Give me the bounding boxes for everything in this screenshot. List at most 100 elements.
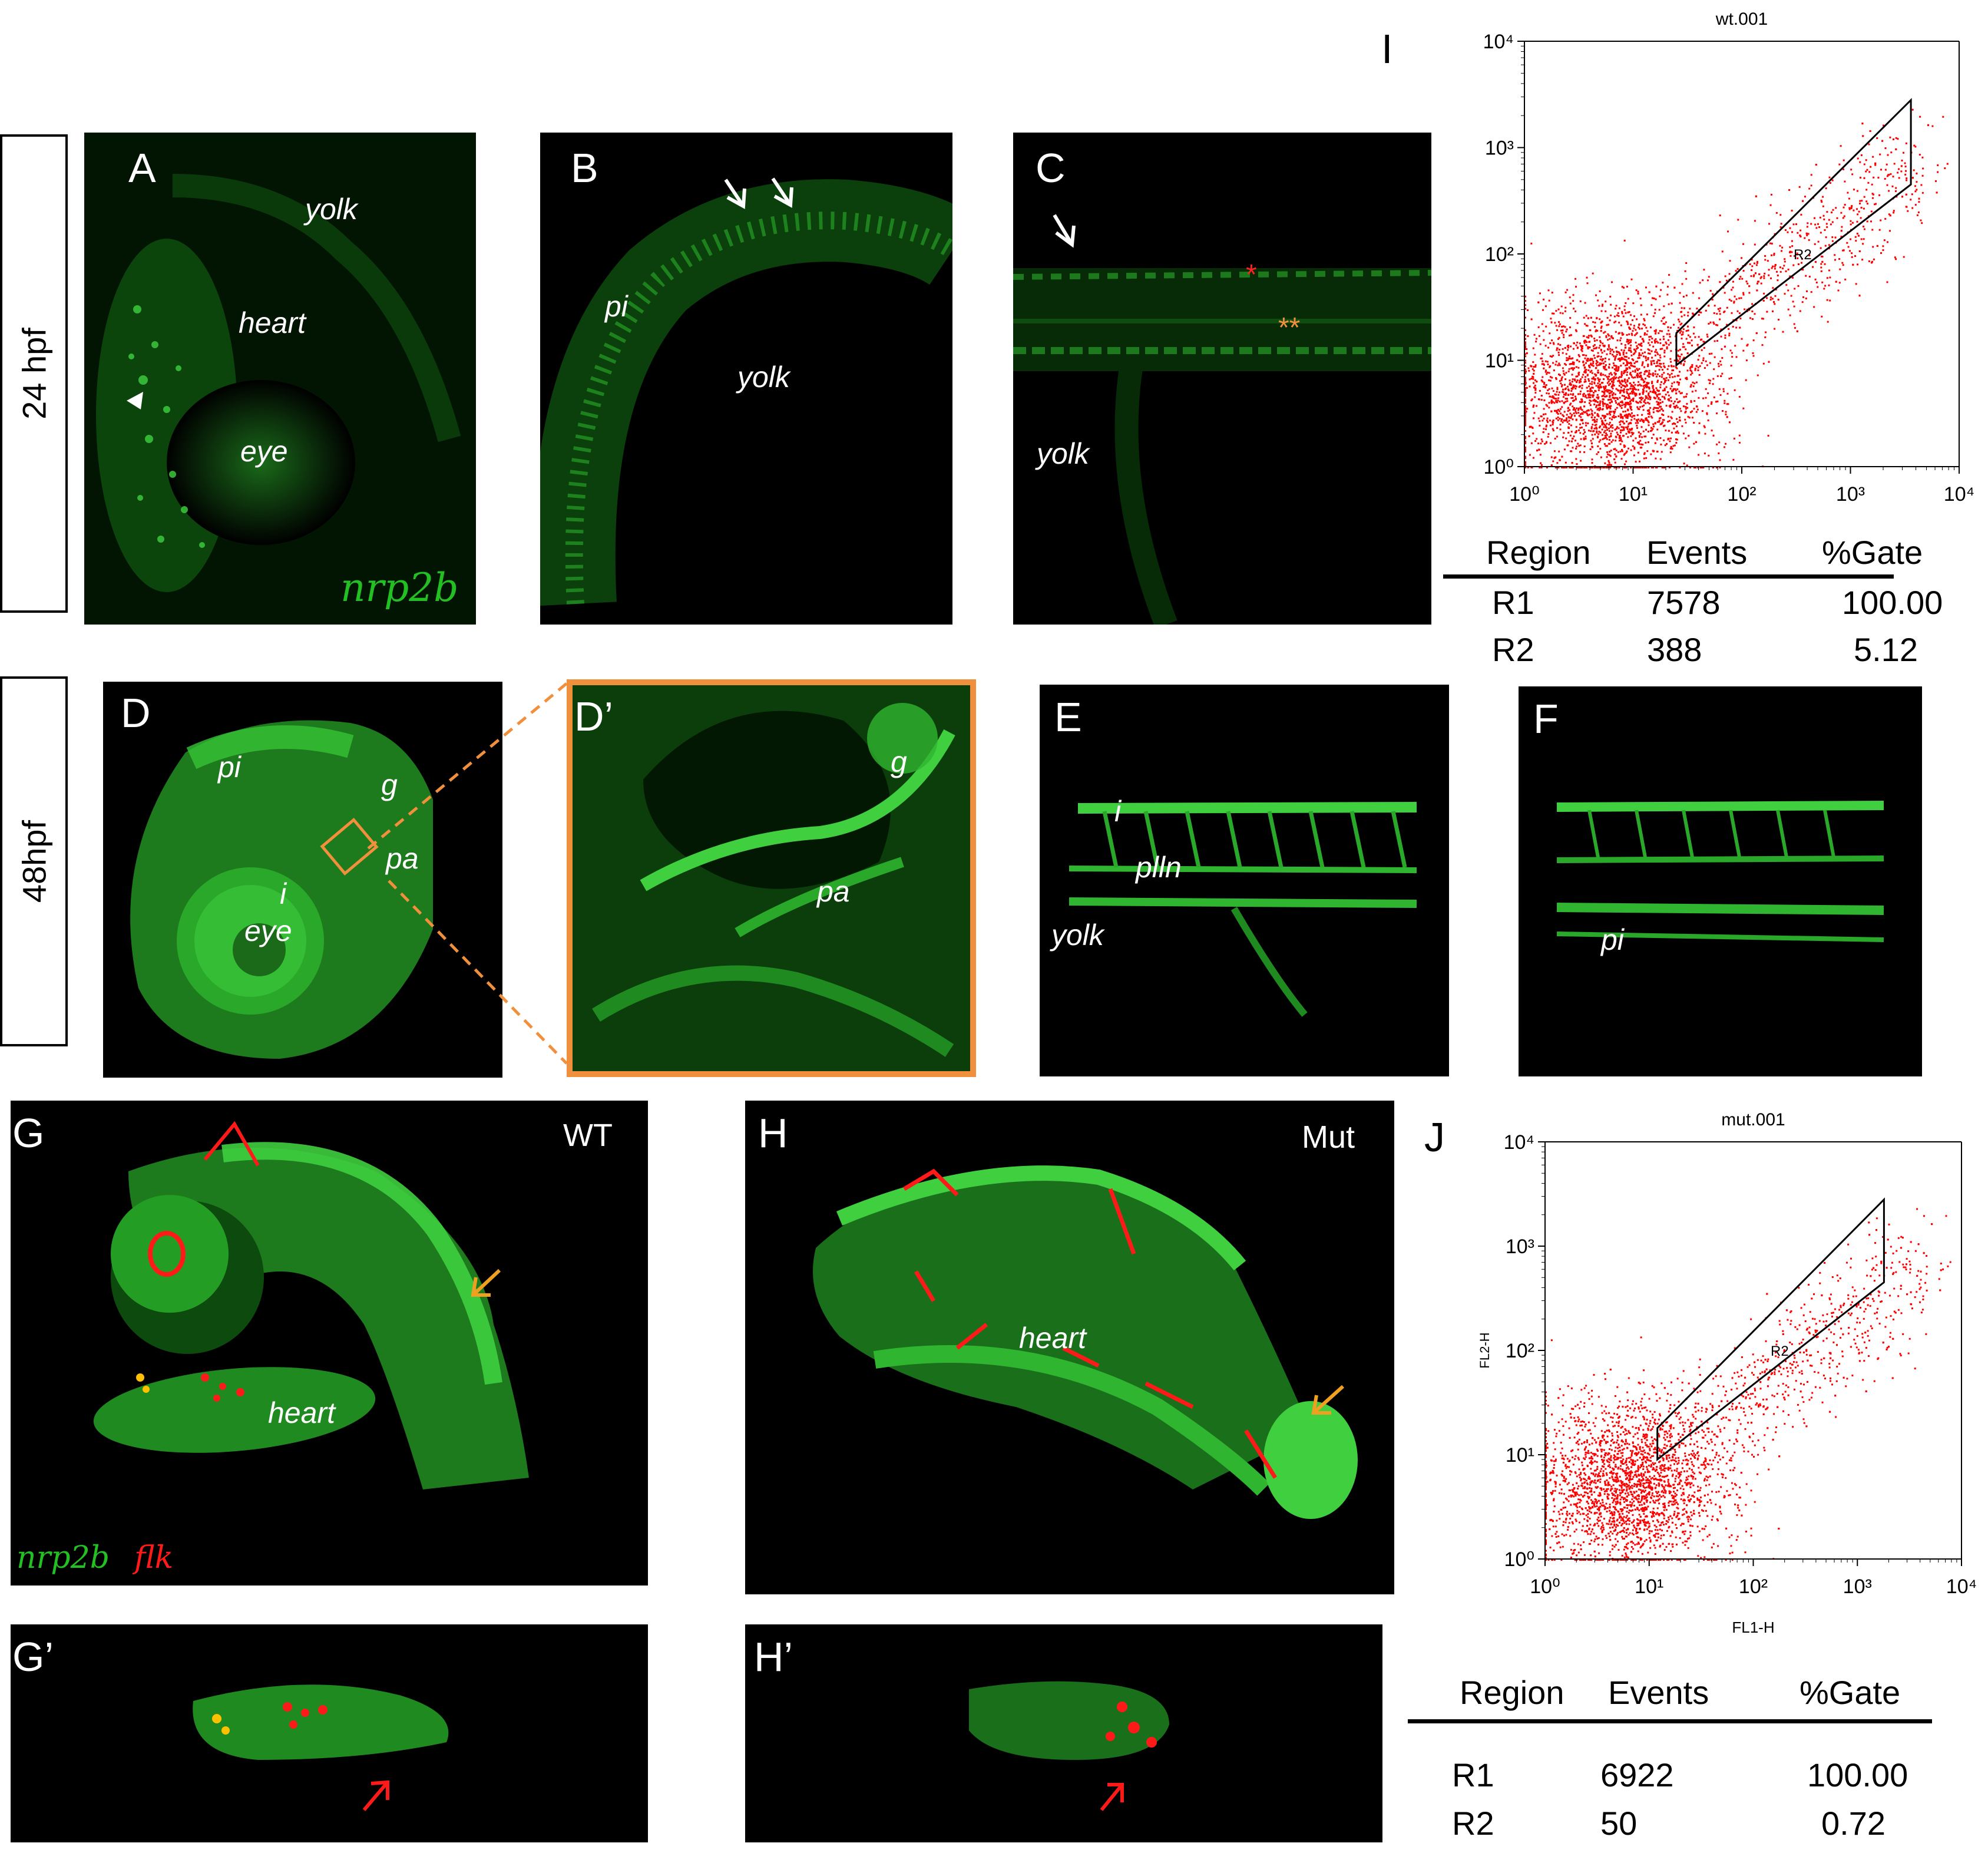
data-point [1533, 404, 1535, 407]
data-point [1651, 417, 1653, 419]
data-point [1694, 1454, 1696, 1456]
data-point [1621, 400, 1623, 402]
data-point [1718, 365, 1720, 368]
data-point [1524, 437, 1526, 439]
data-point [1887, 154, 1889, 156]
data-point [1563, 467, 1566, 468]
data-point [1639, 406, 1642, 408]
data-point [1628, 311, 1630, 313]
data-point [1636, 420, 1639, 422]
data-point [1633, 362, 1636, 364]
data-point [1653, 312, 1656, 314]
data-point [1772, 287, 1774, 289]
data-point [1632, 319, 1633, 321]
data-point [1588, 1457, 1590, 1459]
data-point [1761, 344, 1764, 346]
data-point [1628, 430, 1630, 432]
data-point [1651, 1492, 1653, 1494]
data-point [1680, 1498, 1682, 1501]
data-point [1638, 435, 1640, 437]
data-point [1622, 1441, 1624, 1443]
data-point [1620, 426, 1623, 428]
data-point [1580, 401, 1582, 404]
data-point [1659, 387, 1662, 388]
data-point [1893, 1271, 1895, 1274]
data-point [1615, 305, 1617, 307]
data-point [1541, 323, 1543, 325]
data-point [1649, 1501, 1652, 1504]
data-point [1524, 455, 1526, 458]
data-point [1524, 448, 1526, 450]
data-point [1663, 305, 1665, 308]
data-point [1597, 451, 1599, 453]
data-point [1533, 412, 1536, 414]
data-point [1779, 245, 1781, 247]
data-point [1581, 376, 1583, 378]
data-point [1752, 352, 1754, 354]
data-point [1564, 326, 1566, 328]
data-point [1533, 369, 1535, 372]
data-point [1686, 1462, 1689, 1465]
data-point [1791, 210, 1793, 212]
panel-d-label: D [121, 690, 151, 736]
data-point [1808, 1399, 1811, 1401]
data-point [1827, 321, 1829, 323]
data-point [1599, 439, 1602, 441]
data-point [1643, 404, 1645, 407]
data-point [1682, 296, 1685, 298]
data-point [1736, 1388, 1738, 1390]
data-point [1665, 394, 1667, 396]
data-point [1681, 425, 1683, 427]
data-point [1682, 1541, 1684, 1544]
data-point [1868, 171, 1871, 173]
data-point [1627, 1415, 1629, 1417]
data-point [1798, 1343, 1801, 1345]
data-point [1625, 312, 1627, 314]
data-point [1545, 1446, 1547, 1448]
data-point [1524, 348, 1526, 350]
data-point [1630, 354, 1633, 356]
data-point [1856, 208, 1858, 210]
data-point [1596, 1512, 1598, 1514]
data-point [1676, 1507, 1678, 1509]
data-point [1843, 206, 1845, 209]
data-point [1600, 1528, 1602, 1530]
data-point [1564, 347, 1566, 349]
data-point [1655, 338, 1657, 341]
data-point [1653, 425, 1655, 428]
data-point [1563, 432, 1565, 434]
data-point [1643, 355, 1645, 358]
data-point [1647, 398, 1649, 400]
data-point [1800, 235, 1802, 237]
data-point [1605, 405, 1607, 407]
data-point [1602, 438, 1604, 440]
data-point [1612, 427, 1614, 429]
data-point [1642, 391, 1645, 393]
data-point [1571, 462, 1573, 464]
data-point [1633, 1519, 1635, 1521]
data-point [1573, 399, 1575, 401]
data-point [1613, 376, 1615, 378]
data-point [1566, 400, 1569, 402]
data-point [1729, 1494, 1731, 1496]
data-point [1556, 347, 1559, 349]
panel-g-prime: G’ [11, 1624, 648, 1842]
data-point [1626, 1477, 1628, 1479]
data-point [1540, 442, 1542, 445]
data-point [1559, 391, 1560, 394]
data-point [1566, 359, 1568, 361]
data-point [1667, 373, 1669, 375]
data-point [1691, 372, 1693, 374]
data-point [1897, 171, 1899, 174]
data-point [1613, 458, 1616, 460]
data-point [1623, 1538, 1625, 1540]
panel-d-prime-image [573, 685, 970, 1071]
data-point [1662, 344, 1664, 346]
data-point [1822, 1340, 1825, 1342]
data-point [1606, 406, 1608, 408]
data-point [1586, 397, 1588, 399]
data-point [1607, 323, 1610, 326]
data-point [1633, 325, 1635, 327]
data-point [1648, 467, 1650, 468]
data-point [1666, 443, 1668, 445]
